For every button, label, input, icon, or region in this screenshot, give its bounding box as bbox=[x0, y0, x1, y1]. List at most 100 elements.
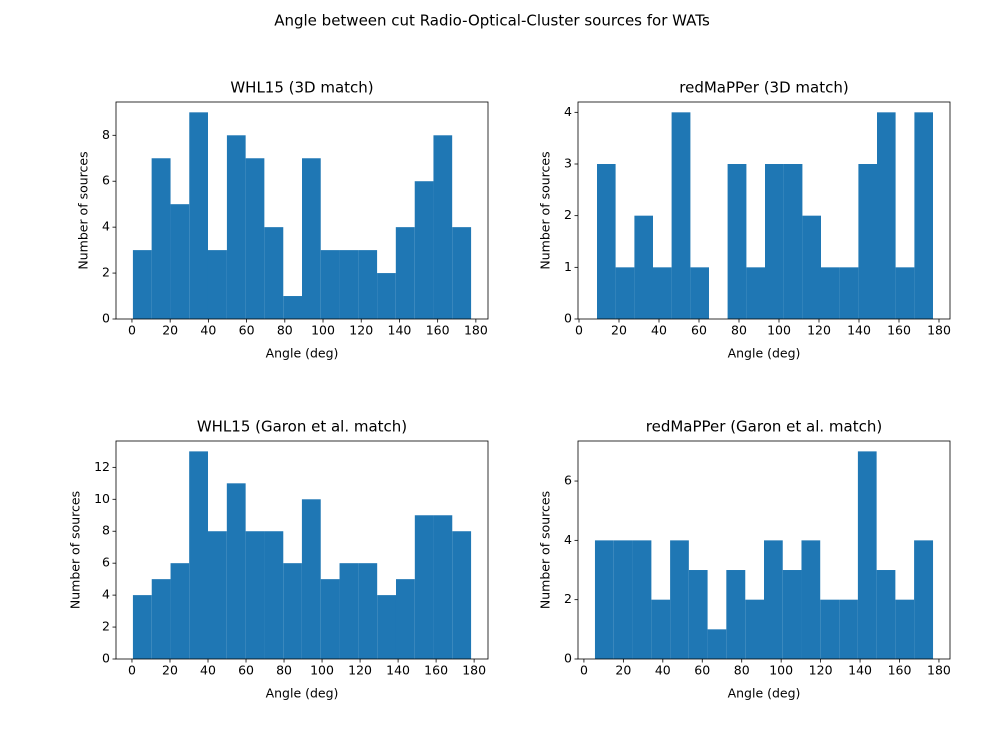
axes-frame bbox=[115, 101, 489, 320]
histogram-bar bbox=[283, 563, 302, 659]
x-tick-label: 20 bbox=[611, 323, 627, 338]
x-tick-label: 60 bbox=[239, 323, 255, 338]
y-tick-label: 12 bbox=[94, 459, 110, 474]
histogram-bar bbox=[632, 540, 652, 659]
x-tick-label: 20 bbox=[615, 663, 631, 678]
y-tick-label: 0 bbox=[102, 311, 110, 326]
x-axis-label: Angle (deg) bbox=[266, 686, 339, 701]
histogram-bar bbox=[358, 563, 378, 659]
histogram-bar bbox=[782, 570, 802, 659]
histogram-bar bbox=[395, 579, 415, 659]
y-tick-label: 6 bbox=[102, 555, 110, 570]
x-tick-label: 140 bbox=[847, 323, 871, 338]
x-tick-label: 160 bbox=[887, 323, 911, 338]
histogram-bar bbox=[377, 595, 396, 659]
histogram-bar bbox=[132, 595, 152, 659]
subplot: 0 20 40 60 80 100 120 140 160 180 0 1 2 3 4 redMaPPer (… bbox=[538, 79, 951, 361]
histogram-bar bbox=[433, 135, 453, 319]
x-tick-label: 180 bbox=[462, 663, 486, 678]
histogram-bar bbox=[857, 451, 877, 659]
histogram-bar bbox=[820, 599, 840, 659]
histogram-bar bbox=[132, 250, 152, 319]
subplot-title: WHL15 (Garon et al. match) bbox=[197, 418, 407, 436]
histogram-bar bbox=[914, 540, 934, 659]
histogram-bar bbox=[821, 267, 840, 319]
figure-title: Angle between cut Radio-Optical-Cluster … bbox=[274, 12, 710, 30]
histogram-bar bbox=[671, 112, 691, 319]
histogram-bar bbox=[395, 227, 415, 319]
x-tick-label: 140 bbox=[388, 323, 412, 338]
histogram-bar bbox=[320, 250, 340, 319]
histogram-bar bbox=[301, 499, 321, 659]
y-tick-label: 10 bbox=[94, 491, 110, 506]
x-axis-label: Angle (deg) bbox=[266, 346, 339, 361]
x-tick-label: 20 bbox=[162, 323, 178, 338]
y-tick-label: 6 bbox=[102, 173, 110, 188]
x-tick-label: 160 bbox=[426, 323, 450, 338]
histogram-bar bbox=[613, 540, 633, 659]
x-tick-label: 160 bbox=[888, 663, 912, 678]
histogram-bar bbox=[151, 579, 171, 659]
x-tick-label: 160 bbox=[424, 663, 448, 678]
x-tick-label: 120 bbox=[807, 323, 831, 338]
histogram-bar bbox=[651, 599, 671, 659]
x-tick-label: 120 bbox=[348, 663, 372, 678]
x-axis-label: Angle (deg) bbox=[728, 686, 801, 701]
subplot-title: WHL15 (3D match) bbox=[230, 79, 373, 97]
x-tick-label: 120 bbox=[809, 663, 833, 678]
histogram-bar bbox=[189, 451, 209, 659]
histogram-bar bbox=[653, 267, 672, 319]
x-tick-label: 40 bbox=[200, 663, 216, 678]
x-tick-label: 120 bbox=[349, 323, 373, 338]
x-tick-label: 40 bbox=[655, 663, 671, 678]
y-tick-label: 4 bbox=[102, 587, 110, 602]
y-tick-label: 6 bbox=[564, 473, 572, 488]
x-tick-label: 20 bbox=[162, 663, 178, 678]
histogram-bar bbox=[839, 599, 858, 659]
x-tick-label: 100 bbox=[310, 663, 334, 678]
y-tick-label: 2 bbox=[102, 619, 110, 634]
histogram-bar bbox=[839, 267, 859, 319]
x-tick-label: 0 bbox=[128, 663, 136, 678]
x-tick-label: 0 bbox=[575, 323, 583, 338]
y-axis-label: Number of sources bbox=[68, 491, 83, 609]
subplot: 0 20 40 60 80 100 120 140 160 180 0 2 4 6 8 WHL15 (3D m… bbox=[76, 79, 489, 361]
x-tick-label: 100 bbox=[769, 663, 793, 678]
x-tick-label: 40 bbox=[651, 323, 667, 338]
x-tick-label: 60 bbox=[238, 663, 254, 678]
x-tick-label: 80 bbox=[277, 323, 293, 338]
histogram-bar bbox=[895, 267, 915, 319]
x-axis-label: Angle (deg) bbox=[728, 346, 801, 361]
histogram-bar bbox=[358, 250, 378, 319]
x-tick-label: 40 bbox=[200, 323, 216, 338]
x-tick-label: 60 bbox=[691, 323, 707, 338]
histogram-bar bbox=[433, 515, 453, 659]
x-tick-label: 0 bbox=[580, 663, 588, 678]
histogram-bar bbox=[634, 215, 653, 319]
histogram-bar bbox=[208, 531, 227, 659]
histogram-bar bbox=[876, 570, 896, 659]
x-tick-label: 140 bbox=[386, 663, 410, 678]
y-tick-label: 8 bbox=[102, 523, 110, 538]
subplot-title: redMaPPer (3D match) bbox=[679, 79, 848, 97]
axes-frame bbox=[577, 440, 951, 660]
subplot: 0 20 40 60 80 100 120 140 160 180 0 2 4 6 redMaPPer (G… bbox=[538, 418, 951, 701]
histogram-bar bbox=[594, 540, 614, 659]
x-tick-label: 0 bbox=[128, 323, 136, 338]
y-tick-label: 4 bbox=[564, 104, 572, 119]
histogram-bar bbox=[207, 250, 227, 319]
histogram-bar bbox=[707, 629, 727, 659]
histogram-bar bbox=[283, 296, 302, 319]
x-tick-label: 180 bbox=[927, 663, 951, 678]
histogram-bar bbox=[895, 599, 915, 659]
histogram-bar bbox=[189, 112, 208, 319]
histogram-bar bbox=[452, 531, 472, 659]
histogram-bar bbox=[414, 515, 434, 659]
histogram-bar bbox=[727, 164, 747, 319]
histogram-bar bbox=[746, 267, 765, 319]
y-tick-label: 0 bbox=[102, 651, 110, 666]
y-axis-label: Number of sources bbox=[538, 151, 553, 269]
x-tick-label: 180 bbox=[464, 323, 488, 338]
histogram-bar bbox=[264, 227, 284, 319]
x-tick-label: 80 bbox=[734, 663, 750, 678]
